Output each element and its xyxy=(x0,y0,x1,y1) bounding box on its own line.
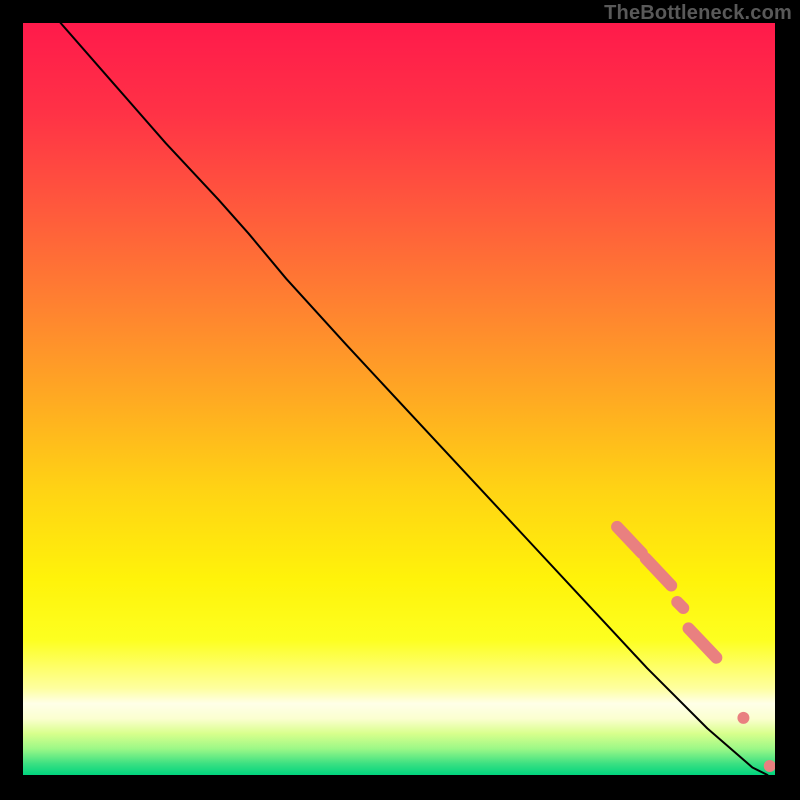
plot-area xyxy=(23,23,775,775)
chart-svg xyxy=(23,23,775,775)
watermark-text: TheBottleneck.com xyxy=(604,2,792,25)
chart-background xyxy=(23,23,775,775)
page-root: TheBottleneck.com xyxy=(0,0,800,800)
marker-capsule xyxy=(677,602,683,608)
marker-dot xyxy=(737,712,749,724)
